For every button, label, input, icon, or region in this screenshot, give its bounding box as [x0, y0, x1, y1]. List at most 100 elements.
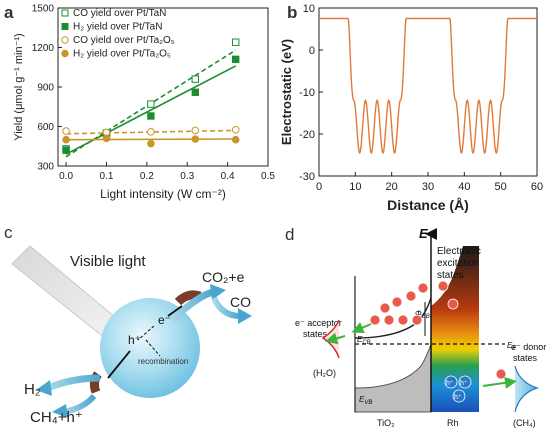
electron-transfer-arrow [167, 305, 183, 317]
co-label: CO [230, 294, 251, 310]
data-point [231, 38, 240, 46]
data-point [147, 100, 155, 108]
panel-a: a 0.0 0.1 0.2 0.3 0.4 0.5 300 600 900 1200 1500 Lig… [0, 0, 275, 216]
h2o-label: (H₂O) [313, 368, 336, 378]
electron-label: e⁻ [158, 313, 171, 327]
electron-particle [379, 302, 391, 314]
hole-particles: h⁺ h⁺ h⁺ [444, 375, 472, 403]
panel-c: c Visible light CO₂+e CO e⁻ h⁺ recombina… [0, 216, 275, 432]
h2-label: H₂ [24, 381, 41, 398]
panel-letter-a: a [4, 3, 14, 22]
co2-arrowhead [210, 284, 226, 300]
x-tick-label: 0.3 [180, 171, 194, 182]
tio2-label: TiO₂ [377, 418, 395, 428]
x-tick-label: 10 [349, 181, 361, 193]
electron-particle [447, 298, 459, 310]
electron-particle [411, 314, 423, 326]
donor-transfer-arrow [482, 376, 517, 389]
y-axis-label: Yield (μmol g⁻¹ min⁻¹) [13, 33, 25, 140]
hole-particle [444, 375, 458, 389]
visible-light-label: Visible light [70, 253, 146, 270]
electrostatic-chart: b 0 10 20 30 40 50 60 -30 -20 -10 0 10 Distance (Å) E… [279, 3, 543, 213]
electrostatic-potential-line [319, 17, 537, 154]
data-point [191, 88, 200, 96]
excitation-label-2: excitation [437, 258, 479, 269]
band-diagram: d E Electronic excitation states e⁻ acce… [285, 225, 546, 428]
co-arrowhead [238, 308, 252, 324]
hole-transfer-arrow [107, 350, 131, 379]
y-tick-label: 1500 [32, 4, 55, 15]
y-tick-label: 10 [303, 3, 315, 15]
x-tick-label: 0.0 [59, 171, 73, 182]
co-arrow [211, 296, 241, 319]
legend-marker [61, 9, 69, 17]
legend-entry: H₂ yield over Pt/Ta₂O₅ [73, 49, 171, 60]
acceptor-transfer-arrow [325, 332, 346, 345]
electron-particle [405, 290, 417, 302]
donor-label-1: e⁻ donor [511, 342, 546, 352]
electron-particle [383, 314, 395, 326]
fermi-label: EF [507, 341, 516, 352]
x-tick-label: 0.1 [100, 171, 114, 182]
data-point [62, 127, 70, 135]
ch4-h-label: CH₄+h⁺ [30, 409, 83, 426]
hole-label: h⁺ [128, 333, 141, 347]
y-tick-label: -30 [299, 171, 315, 183]
yield-chart: a 0.0 0.1 0.2 0.3 0.4 0.5 300 600 900 1200 1500 Lig… [4, 3, 275, 201]
legend-entry: CO yield over Pt/TaN [73, 8, 166, 19]
data-point [231, 55, 240, 64]
recombination-arrow-2 [145, 339, 161, 357]
data-point [102, 134, 111, 143]
hole-particle [458, 375, 472, 389]
acceptor-label-2: states [303, 329, 328, 339]
electron-transfer-arrow [351, 322, 372, 334]
panel-d: d E Electronic excitation states e⁻ acce… [275, 216, 550, 432]
y-tick-label: 0 [309, 45, 315, 57]
donor-label-2: states [513, 353, 538, 363]
electron-particle [369, 314, 381, 326]
x-tick-label: 40 [458, 181, 470, 193]
x-tick-label: 50 [495, 181, 507, 193]
excitation-label-3: states [437, 270, 464, 281]
data-point [147, 127, 155, 136]
legend-entry: H₂ yield over Pt/TaN [73, 22, 162, 33]
legend-marker [61, 49, 69, 58]
data-point [231, 125, 240, 134]
data-point [191, 75, 200, 83]
ch4-label: (CH₄) [513, 418, 536, 428]
electron-particle [437, 280, 449, 292]
rh-metal-region [431, 246, 479, 412]
tio2-valence-band [354, 343, 432, 413]
x-tick-label: 0.5 [261, 171, 275, 182]
h2-arrow [46, 374, 101, 392]
legend-marker [61, 36, 69, 44]
energy-axis-label: E [419, 226, 428, 241]
ch4-arrow [63, 393, 97, 415]
y-tick-label: 900 [37, 83, 54, 94]
x-tick-label: 0 [316, 181, 322, 193]
hole-particle [452, 389, 466, 403]
hole-label: h⁺ [460, 380, 468, 387]
x-tick-label: 30 [422, 181, 434, 193]
y-tick-label: 1200 [32, 43, 55, 54]
x-tick-label: 0.4 [221, 171, 235, 182]
hole-label: h⁺ [446, 380, 454, 387]
y-tick-label: 300 [37, 162, 54, 173]
rh-label: Rh [447, 418, 459, 428]
catalyst-sphere [100, 298, 200, 398]
y-axis-label: Electrostatic (eV) [279, 39, 294, 145]
x-tick-label: 60 [531, 181, 543, 193]
fit-line [66, 138, 236, 141]
h2-arrowhead [36, 380, 52, 396]
ecb-label: ECB [357, 335, 371, 346]
photocatalysis-diagram: c Visible light CO₂+e CO e⁻ h⁺ recombina… [4, 223, 252, 426]
hole-label: h⁺ [454, 394, 462, 401]
co2-e-label: CO₂+e [202, 269, 245, 285]
y-tick-label: 600 [37, 122, 54, 133]
phi-sb-label: ΦSB [415, 309, 430, 320]
x-tick-label: 0.2 [140, 171, 154, 182]
data-point [62, 146, 70, 154]
evb-label: EVB [359, 395, 372, 406]
data-point [62, 135, 70, 144]
data-point [147, 112, 155, 120]
